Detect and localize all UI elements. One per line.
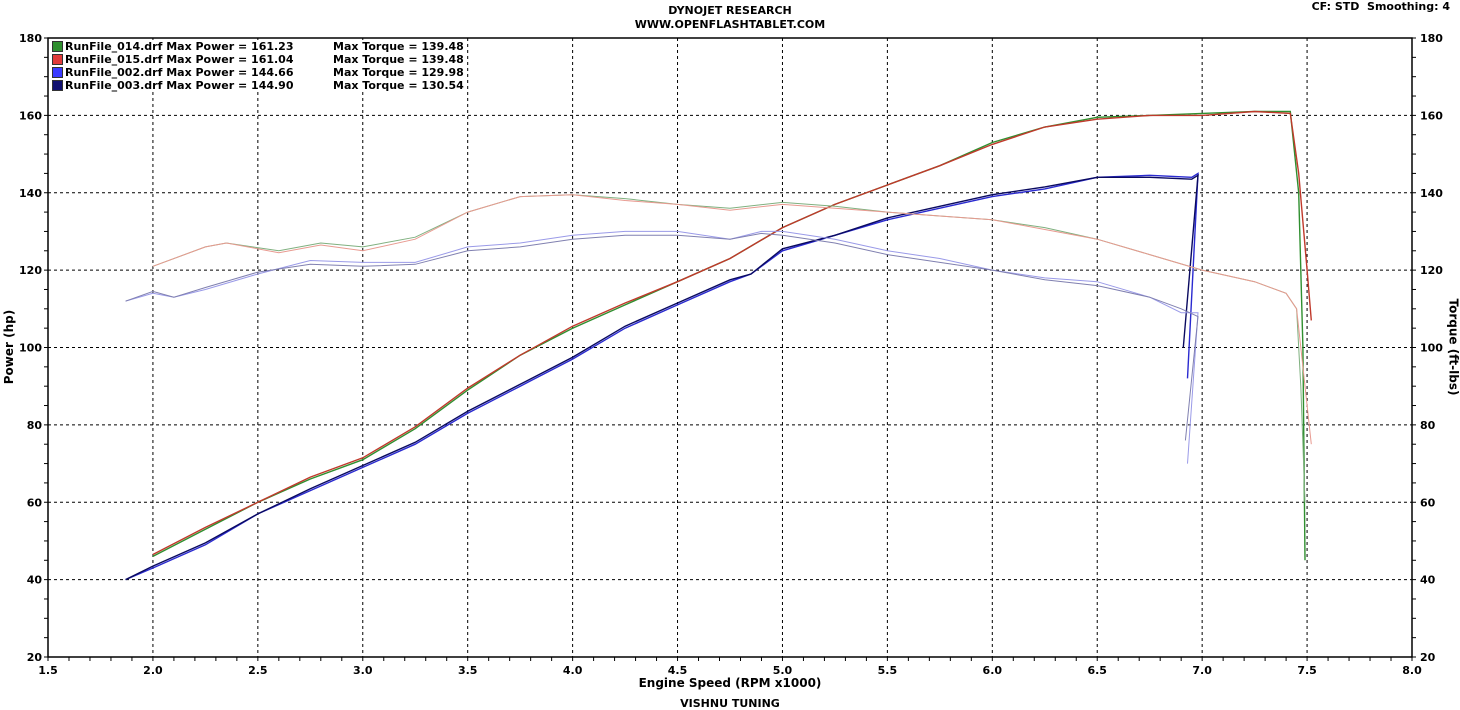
legend-torque: Max Torque = 139.48 (333, 40, 464, 53)
legend-label: RunFile_002.drf Max Power = 144.66 (65, 66, 294, 79)
x-tick-label: 5.5 (878, 664, 898, 677)
correction-factor-label: CF: STD Smoothing: 4 (1311, 0, 1450, 13)
series-torque-line (125, 230, 1199, 464)
y2-tick-label: 100 (1420, 342, 1443, 355)
chart-subtitle: WWW.OPENFLASHTABLET.COM (634, 18, 826, 31)
legend-label: RunFile_003.drf Max Power = 144.90 (65, 79, 294, 92)
chart-title: DYNOJET RESEARCH (668, 4, 792, 17)
legend-swatch (52, 54, 63, 65)
x-tick-label: 7.5 (1297, 664, 1317, 677)
legend-torque: Max Torque = 129.98 (333, 66, 464, 79)
legend-item: RunFile_015.drf Max Power = 161.04 Max To… (52, 53, 464, 66)
y2-tick-label: 120 (1420, 264, 1443, 277)
y-tick-label: 40 (27, 574, 43, 587)
y2-tick-label: 180 (1420, 32, 1443, 45)
footer-label: VISHNU TUNING (680, 697, 780, 710)
x-tick-label: 6.5 (1087, 664, 1107, 677)
y-axis-label: Power (hp) (2, 309, 17, 385)
x-tick-label: 2.5 (248, 664, 268, 677)
y2-tick-label: 40 (1420, 574, 1436, 587)
x-tick-label: 4.5 (668, 664, 688, 677)
y2-tick-label: 80 (1420, 419, 1436, 432)
x-tick-label: 3.0 (353, 664, 373, 677)
x-tick-label: 8.0 (1402, 664, 1422, 677)
y2-tick-label: 140 (1420, 187, 1443, 200)
y-tick-label: 60 (27, 496, 43, 509)
legend-item: RunFile_003.drf Max Power = 144.90 Max To… (52, 79, 464, 92)
series-torque-line (125, 232, 1199, 441)
x-tick-label: 1.5 (38, 664, 58, 677)
legend-swatch (52, 67, 63, 78)
x-tick-label: 7.0 (1192, 664, 1212, 677)
x-tick-label: 4.0 (563, 664, 583, 677)
legend-item: RunFile_014.drf Max Power = 161.23 Max To… (52, 40, 464, 53)
legend-label: RunFile_014.drf Max Power = 161.23 (65, 40, 294, 53)
legend-swatch (52, 80, 63, 91)
y-tick-label: 160 (19, 109, 42, 122)
legend-swatch (52, 41, 63, 52)
y2-tick-label: 160 (1420, 109, 1443, 122)
x-tick-label: 2.0 (143, 664, 163, 677)
series-power-line (125, 173, 1199, 581)
y-tick-label: 20 (27, 651, 43, 664)
y-tick-label: 120 (19, 264, 42, 277)
y-tick-label: 140 (19, 187, 42, 200)
x-tick-label: 3.5 (458, 664, 478, 677)
legend: RunFile_014.drf Max Power = 161.23 Max To… (52, 40, 464, 92)
legend-label: RunFile_015.drf Max Power = 161.04 (65, 53, 294, 66)
x-tick-label: 6.0 (983, 664, 1003, 677)
y2-tick-label: 20 (1420, 651, 1436, 664)
legend-torque: Max Torque = 139.48 (333, 53, 464, 66)
series-torque-line (152, 194, 1312, 445)
y-tick-label: 100 (19, 342, 42, 355)
y2-axis-label: Torque (ft-lbs) (1446, 298, 1460, 396)
y2-tick-label: 60 (1420, 496, 1436, 509)
x-axis-label: Engine Speed (RPM x1000) (638, 676, 822, 690)
series-power-line (152, 110, 1312, 556)
legend-item: RunFile_002.drf Max Power = 144.66 Max To… (52, 66, 464, 79)
x-tick-label: 5.0 (773, 664, 793, 677)
y-tick-label: 180 (19, 32, 42, 45)
y-tick-label: 80 (27, 419, 43, 432)
legend-torque: Max Torque = 130.54 (333, 79, 464, 92)
